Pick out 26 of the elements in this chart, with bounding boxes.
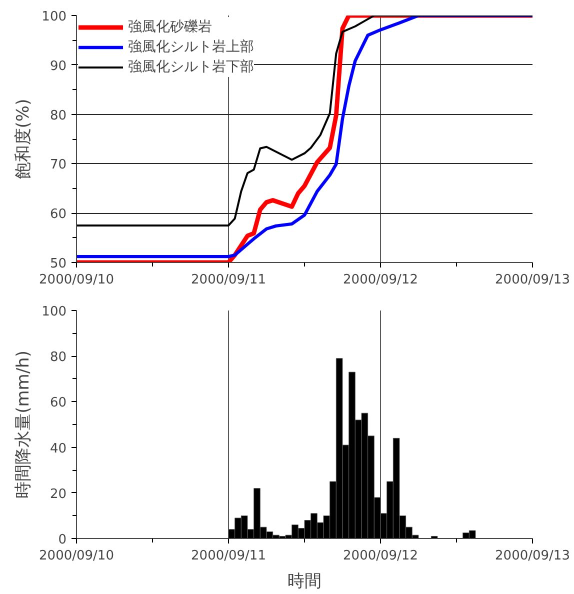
- x-tick-label: 2000/09/11: [191, 272, 266, 288]
- legend-label: 強風化シルト岩下部: [128, 58, 254, 76]
- y-tick-label: 70: [50, 158, 67, 173]
- y-tick-label: 60: [50, 396, 67, 411]
- y-axis-title: 飽和度(%): [14, 98, 34, 180]
- x-tick-label: 2000/09/12: [343, 548, 418, 564]
- x-axis-title: 時間: [288, 572, 322, 592]
- y-tick-label: 40: [50, 441, 67, 456]
- legend-label: 強風化砂礫岩: [128, 18, 212, 36]
- legend-label: 強風化シルト岩上部: [128, 38, 254, 56]
- x-tick-label: 2000/09/13: [495, 272, 570, 288]
- x-tick-label: 2000/09/13: [495, 548, 570, 564]
- y-tick-label: 80: [50, 108, 67, 124]
- x-tick-label: 2000/09/10: [39, 548, 114, 564]
- y-tick-label: 100: [42, 10, 67, 24]
- y-tick-label: 20: [50, 486, 67, 502]
- y-tick-label: 100: [42, 304, 67, 320]
- x-tick-label: 2000/09/11: [191, 548, 266, 564]
- y-tick-label: 0: [58, 532, 67, 548]
- y-tick-label: 90: [50, 58, 67, 74]
- y-axis-title: 時間降水量(mm/h): [14, 350, 34, 498]
- y-tick-label: 80: [50, 350, 67, 366]
- y-tick-label: 60: [50, 207, 67, 222]
- x-tick-label: 2000/09/12: [343, 272, 418, 288]
- x-tick-label: 2000/09/10: [39, 272, 114, 288]
- y-tick-label: 50: [50, 256, 67, 272]
